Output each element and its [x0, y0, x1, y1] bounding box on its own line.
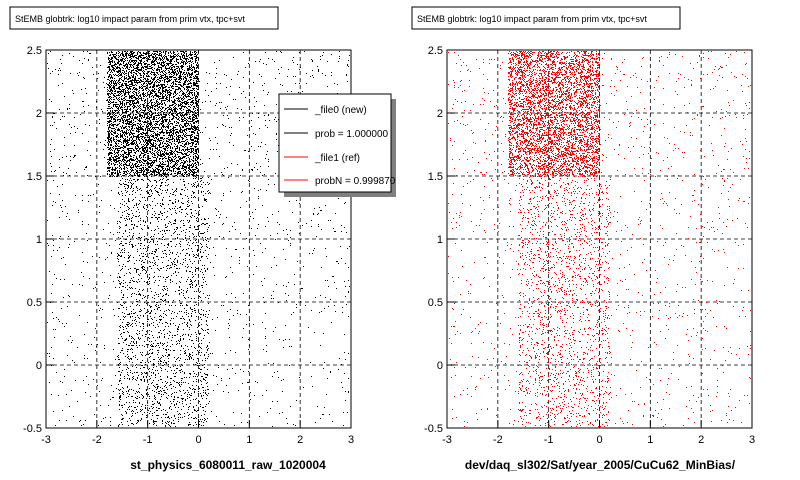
right-y-tick: 2.5: [428, 45, 443, 57]
right-x-ticks: -3 -2 -1 0 1 2 3: [442, 434, 755, 446]
left-x-tick: 0: [195, 434, 201, 446]
left-y-tick: 1.5: [27, 171, 42, 183]
left-y-tick: 0.5: [27, 297, 42, 309]
left-y-tick: 2.5: [27, 45, 42, 57]
legend-label-prob: prob = 1.000000: [315, 129, 389, 140]
left-x-ticks: -3 -2 -1 0 1 2 3: [41, 434, 354, 446]
right-y-tick: 1.5: [428, 171, 443, 183]
left-y-ticks: -0.5 0 0.5 1 1.5 2 2.5: [23, 45, 42, 435]
right-x-axis-title: dev/daq_sl302/Sat/year_2005/CuCu62_MinBi…: [465, 458, 736, 472]
left-plot-title: StEMB globtrk: log10 impact param from p…: [15, 14, 245, 24]
left-y-tick: 2: [36, 108, 42, 120]
right-y-ticks: -0.5 0 0.5 1 1.5 2 2.5: [424, 45, 443, 435]
legend-label-file1: _file1 (ref): [314, 153, 360, 164]
right-y-tick: 2: [437, 108, 443, 120]
right-x-tick: 1: [647, 434, 653, 446]
left-y-tick: 1: [36, 234, 42, 246]
legend: _file0 (new) prob = 1.000000 _file1 (ref…: [278, 93, 396, 197]
right-title-box: [411, 6, 681, 30]
right-y-tick: 1: [437, 234, 443, 246]
left-x-axis-title: st_physics_6080011_raw_1020004: [130, 458, 326, 472]
right-y-tick: 0.5: [428, 297, 443, 309]
left-x-tick: 3: [348, 434, 354, 446]
left-y-tick: 0: [36, 360, 42, 372]
left-y-tick: -0.5: [23, 423, 42, 435]
left-x-tick: -1: [143, 434, 153, 446]
legend-label-probn: probN = 0.999870: [315, 176, 396, 187]
right-plot-title: StEMB globtrk: log10 impact param from p…: [417, 14, 647, 24]
right-y-tick: 0: [437, 360, 443, 372]
right-x-tick: -3: [442, 434, 452, 446]
right-y-tick: -0.5: [424, 423, 443, 435]
left-x-tick: 2: [297, 434, 303, 446]
legend-box: [278, 93, 392, 193]
legend-label-file0: _file0 (new): [314, 105, 367, 116]
right-plot-panel: StEMB globtrk: log10 impact param from p…: [411, 6, 755, 472]
right-scatter-points: [448, 51, 751, 427]
left-x-tick: 1: [246, 434, 252, 446]
left-x-tick: -3: [41, 434, 51, 446]
left-plot-panel: StEMB globtrk: log10 impact param from p…: [9, 6, 396, 472]
right-x-tick: -2: [493, 434, 503, 446]
right-x-tick: 0: [596, 434, 602, 446]
left-title-box: [9, 6, 279, 30]
scatter-markers: [448, 51, 751, 427]
left-x-tick: -2: [92, 434, 102, 446]
right-x-tick: -1: [544, 434, 554, 446]
right-x-tick: 2: [698, 434, 704, 446]
right-x-tick: 3: [749, 434, 755, 446]
